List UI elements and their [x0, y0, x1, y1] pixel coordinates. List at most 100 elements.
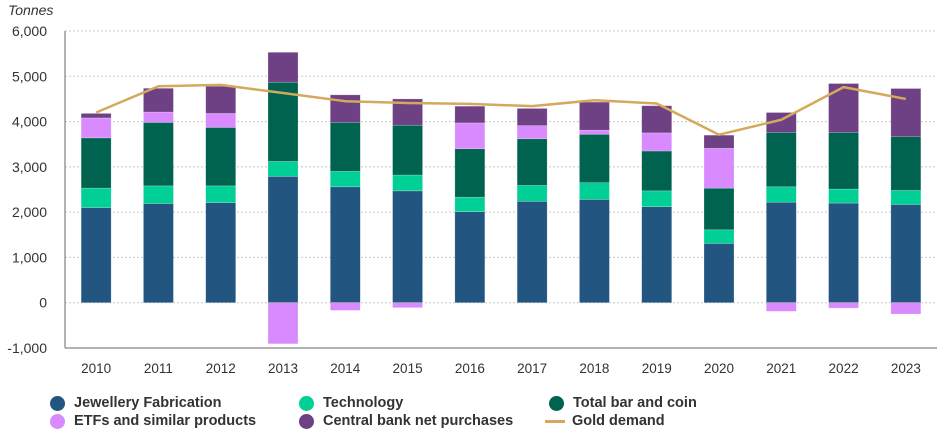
bar-central-bank-net-purchases-2013 — [267, 51, 299, 83]
bar-technology-2013 — [267, 161, 299, 177]
x-tick-label: 2010 — [81, 361, 111, 376]
legend-swatch-etfs — [50, 413, 65, 429]
y-tick-label: 1,000 — [12, 249, 47, 265]
bar-etfs-and-similar-products-2020 — [703, 147, 735, 189]
bar-technology-2018 — [579, 182, 610, 200]
bar-technology-2022 — [828, 188, 859, 204]
bar-jewellery-fabrication-2014 — [329, 186, 361, 304]
bar-jewellery-fabrication-2022 — [828, 202, 859, 304]
bar-total-bar-and-coin-2012 — [205, 127, 237, 187]
legend-item-gold-demand[interactable]: Gold demand — [545, 413, 665, 429]
bar-jewellery-fabrication-2020 — [703, 243, 735, 304]
x-tick-label: 2021 — [766, 361, 796, 376]
legend-item-technology[interactable]: Technology — [299, 395, 403, 411]
bar-central-bank-net-purchases-2018 — [579, 101, 610, 131]
x-axis-ticks: 2010 2011 2012 2013 2014 2015 2016 2017 2018 2019… — [81, 361, 921, 376]
legend-swatch-technology — [299, 395, 314, 411]
y-axis-ticks: -1,000 0 1,000 2,000 3,000 4,000 5,000 6,000 — [7, 23, 47, 356]
bar-central-bank-net-purchases-2012 — [205, 85, 237, 114]
y-axis-unit-label: Tonnes — [8, 2, 54, 18]
bar-total-bar-and-coin-2022 — [828, 132, 859, 190]
legend-item-central-bank[interactable]: Central bank net purchases — [299, 413, 513, 429]
bar-total-bar-and-coin-2010 — [80, 137, 112, 189]
bar-etfs-and-similar-products-2010 — [80, 117, 112, 139]
bar-total-bar-and-coin-2018 — [579, 133, 610, 184]
bar-etfs-and-similar-products-2014 — [329, 302, 361, 311]
legend-item-bar-and-coin[interactable]: Total bar and coin — [549, 395, 697, 411]
legend-label-bar-and-coin: Total bar and coin — [573, 395, 697, 411]
bar-jewellery-fabrication-2019 — [641, 206, 673, 304]
legend-label-technology: Technology — [323, 395, 404, 411]
x-tick-label: 2014 — [330, 361, 361, 376]
bar-technology-2021 — [765, 186, 797, 203]
bar-etfs-and-similar-products-2018 — [579, 129, 610, 135]
legend-label-jewellery: Jewellery Fabrication — [74, 395, 222, 411]
y-tick-label: 5,000 — [12, 68, 47, 84]
bar-central-bank-net-purchases-2010 — [80, 113, 112, 119]
bar-etfs-and-similar-products-2016 — [454, 122, 486, 150]
x-tick-label: 2020 — [704, 361, 734, 376]
bar-jewellery-fabrication-2010 — [80, 207, 112, 304]
bar-technology-2012 — [205, 185, 237, 203]
bar-technology-2019 — [641, 190, 673, 208]
bar-jewellery-fabrication-2017 — [516, 200, 548, 304]
legend-label-central-bank: Central bank net purchases — [323, 413, 514, 429]
bar-etfs-and-similar-products-2022 — [828, 302, 859, 309]
gold-demand-line-layer — [95, 83, 907, 136]
legend-swatch-jewellery — [50, 395, 65, 411]
bar-technology-2016 — [454, 196, 486, 212]
bar-jewellery-fabrication-2011 — [143, 203, 174, 304]
bar-jewellery-fabrication-2016 — [454, 211, 486, 304]
bar-total-bar-and-coin-2019 — [641, 150, 673, 192]
x-tick-label: 2018 — [579, 361, 609, 376]
x-tick-label: 2012 — [206, 361, 236, 376]
bar-jewellery-fabrication-2023 — [890, 204, 922, 304]
bar-etfs-and-similar-products-2013 — [267, 302, 299, 345]
bar-jewellery-fabrication-2012 — [205, 202, 237, 304]
bar-technology-2017 — [516, 185, 548, 202]
bar-total-bar-and-coin-2023 — [890, 136, 922, 191]
bars — [80, 51, 922, 345]
stacked-bar-chart: -1,000 0 1,000 2,000 3,000 4,000 5,000 6,000 20… — [7, 23, 937, 376]
bar-central-bank-net-purchases-2016 — [454, 105, 486, 124]
bar-technology-2020 — [703, 229, 735, 244]
bar-etfs-and-similar-products-2015 — [392, 302, 423, 308]
bar-total-bar-and-coin-2021 — [765, 132, 797, 188]
bar-technology-2015 — [392, 174, 423, 192]
y-tick-label: 4,000 — [12, 114, 47, 130]
legend-item-etfs[interactable]: ETFs and similar products — [50, 413, 256, 429]
bar-central-bank-net-purchases-2019 — [641, 105, 673, 134]
bar-total-bar-and-coin-2017 — [516, 138, 548, 186]
bar-central-bank-net-purchases-2011 — [143, 87, 174, 113]
x-tick-label: 2019 — [642, 361, 672, 376]
legend-swatch-gold-demand — [545, 419, 565, 423]
bar-etfs-and-similar-products-2017 — [516, 125, 548, 140]
legend-item-jewellery[interactable]: Jewellery Fabrication — [50, 395, 221, 411]
bar-central-bank-net-purchases-2020 — [703, 134, 735, 149]
y-tick-label: 3,000 — [12, 159, 47, 175]
x-tick-label: 2016 — [455, 361, 485, 376]
bar-technology-2023 — [890, 190, 922, 205]
bar-total-bar-and-coin-2011 — [143, 122, 174, 187]
x-tick-label: 2022 — [829, 361, 859, 376]
bar-total-bar-and-coin-2016 — [454, 148, 486, 198]
bar-jewellery-fabrication-2021 — [765, 201, 797, 304]
bar-technology-2010 — [80, 187, 112, 208]
legend-label-etfs: ETFs and similar products — [74, 413, 257, 429]
bar-technology-2014 — [329, 171, 361, 188]
y-tick-label: 2,000 — [12, 204, 47, 220]
bar-etfs-and-similar-products-2023 — [890, 302, 922, 315]
bar-etfs-and-similar-products-2019 — [641, 132, 673, 152]
gridlines — [65, 30, 937, 304]
legend-swatch-bar-and-coin — [549, 395, 564, 411]
bar-total-bar-and-coin-2014 — [329, 122, 361, 172]
x-tick-label: 2011 — [144, 361, 173, 376]
gold-demand-line — [95, 83, 907, 136]
y-tick-label: 0 — [39, 295, 47, 311]
bar-technology-2011 — [143, 185, 174, 204]
y-tick-label: -1,000 — [7, 340, 47, 356]
x-tick-label: 2023 — [891, 361, 921, 376]
bar-central-bank-net-purchases-2022 — [828, 83, 859, 133]
bar-etfs-and-similar-products-2011 — [143, 111, 174, 123]
axes — [64, 31, 937, 349]
